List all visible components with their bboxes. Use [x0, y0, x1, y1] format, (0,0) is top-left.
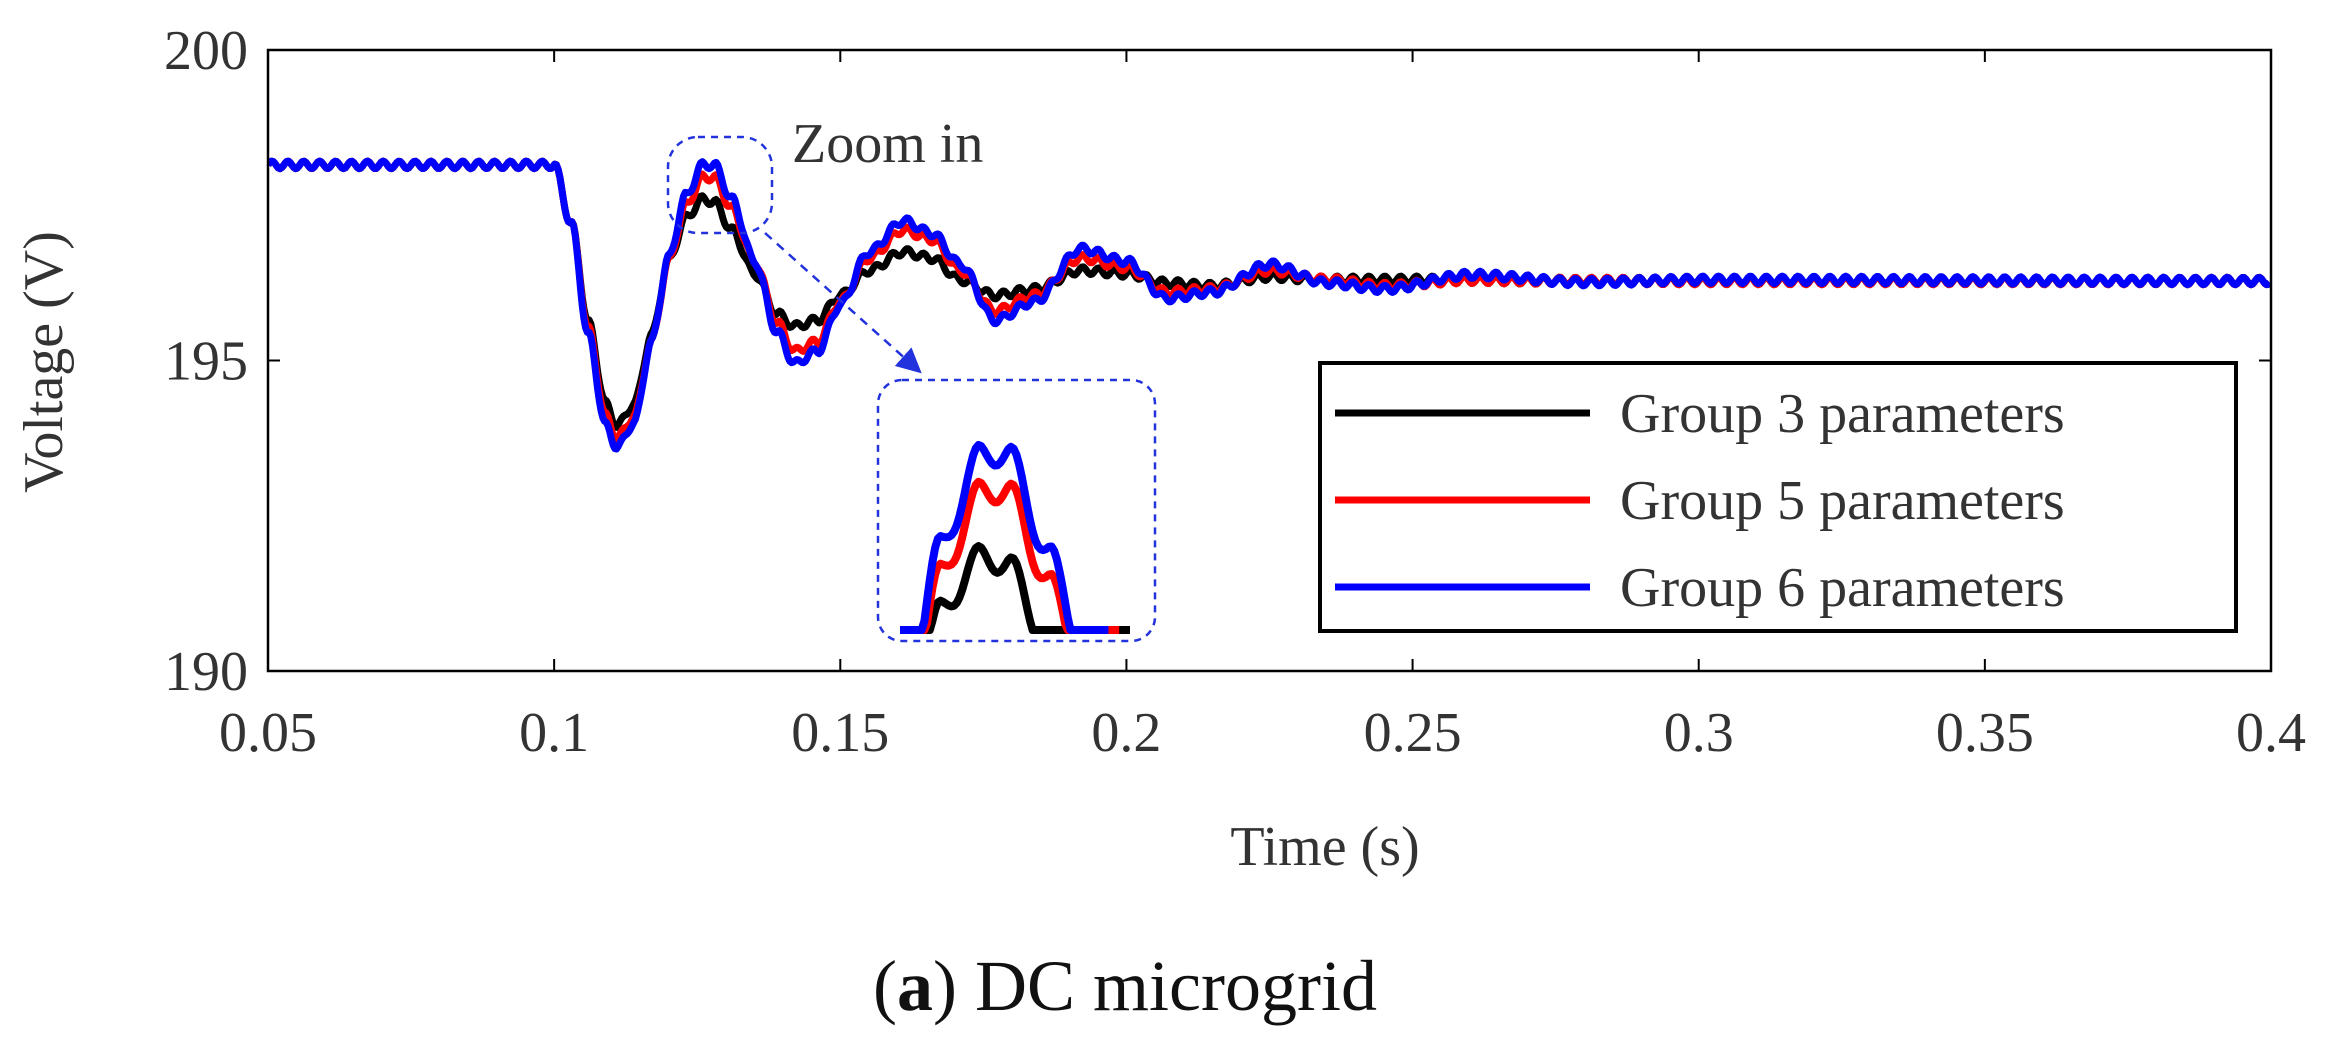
legend: Group 3 parameters Group 5 parameters Grou… [1318, 361, 2238, 633]
x-tick-label: 0.35 [1936, 702, 2034, 764]
y-tick-label: 200 [164, 20, 248, 82]
legend-label-group-6-parameters: Group 6 parameters [1620, 557, 2065, 619]
zoom-inset-frame [876, 378, 1157, 643]
y-tick-label: 195 [164, 331, 248, 393]
y-tick-labels: 190 195 200 [164, 20, 248, 703]
inset-line-group-6-parameters [898, 441, 1110, 634]
zoom-inset-lines [898, 441, 1132, 634]
zoom-region-marker [666, 135, 774, 235]
x-tick-labels: 0.05 0.1 0.15 0.2 0.25 0.3 0.35 0.4 [219, 702, 2306, 764]
x-tick-label: 0.05 [219, 702, 317, 764]
legend-label-group-3-parameters: Group 3 parameters [1620, 383, 2065, 445]
series-lines [268, 157, 2271, 453]
figure-caption: (a) DC microgrid [873, 946, 1377, 1026]
series-line-group-6-parameters [268, 157, 2271, 453]
zoom-arrow [764, 232, 922, 374]
legend-label-group-5-parameters: Group 5 parameters [1620, 470, 2065, 532]
x-tick-label: 0.2 [1091, 702, 1161, 764]
x-tick-label: 0.1 [519, 702, 589, 764]
x-tick-label: 0.3 [1664, 702, 1734, 764]
zoom-annotation: Zoom in [792, 113, 983, 175]
x-axis-label: Time (s) [1230, 816, 1419, 878]
caption-prefix: a [897, 946, 933, 1026]
y-tick-label: 190 [164, 641, 248, 703]
caption-text: DC microgrid [975, 946, 1377, 1026]
plot-frame [266, 48, 2273, 673]
x-tick-label: 0.25 [1364, 702, 1462, 764]
y-axis-label: Voltage (V) [13, 231, 75, 493]
x-tick-label: 0.15 [791, 702, 889, 764]
x-tick-label: 0.4 [2236, 702, 2306, 764]
